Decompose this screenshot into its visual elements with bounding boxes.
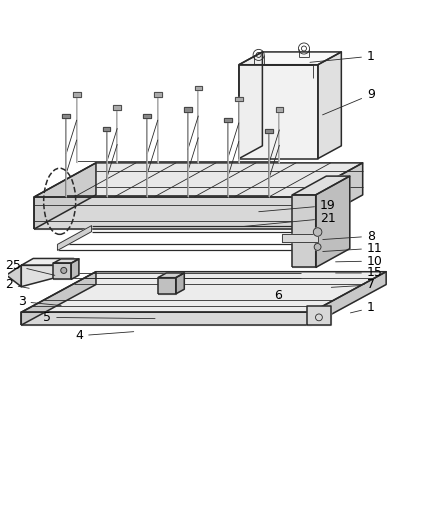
- Polygon shape: [103, 127, 110, 131]
- Polygon shape: [53, 263, 71, 279]
- Circle shape: [313, 228, 322, 236]
- Polygon shape: [158, 273, 184, 278]
- Polygon shape: [71, 259, 79, 279]
- Polygon shape: [21, 259, 74, 265]
- Polygon shape: [113, 105, 121, 110]
- Text: 4: 4: [75, 329, 134, 342]
- Polygon shape: [21, 272, 96, 325]
- Text: 6: 6: [274, 289, 282, 301]
- Polygon shape: [194, 86, 202, 90]
- Text: 19: 19: [259, 199, 336, 212]
- Polygon shape: [311, 272, 386, 325]
- Polygon shape: [21, 265, 62, 287]
- Text: 10: 10: [336, 255, 383, 268]
- Polygon shape: [184, 108, 191, 112]
- Polygon shape: [143, 114, 151, 118]
- Text: 21: 21: [242, 212, 336, 227]
- Polygon shape: [235, 97, 243, 101]
- Polygon shape: [239, 65, 318, 159]
- Text: 1: 1: [350, 301, 375, 315]
- Polygon shape: [154, 92, 162, 97]
- Polygon shape: [34, 197, 301, 229]
- Polygon shape: [239, 52, 341, 65]
- Text: 9: 9: [322, 88, 375, 115]
- Polygon shape: [57, 226, 92, 250]
- Polygon shape: [292, 195, 316, 268]
- Polygon shape: [239, 52, 262, 159]
- Polygon shape: [34, 163, 96, 229]
- Polygon shape: [34, 163, 363, 197]
- Polygon shape: [21, 312, 311, 325]
- Text: 7: 7: [331, 278, 375, 291]
- Text: 5: 5: [43, 311, 155, 324]
- Polygon shape: [316, 176, 350, 268]
- Polygon shape: [21, 272, 386, 312]
- Text: 25: 25: [5, 259, 55, 275]
- Polygon shape: [6, 265, 21, 287]
- Text: 2: 2: [5, 278, 29, 291]
- Polygon shape: [53, 259, 79, 263]
- Circle shape: [314, 243, 321, 250]
- Polygon shape: [73, 92, 81, 97]
- Polygon shape: [62, 114, 70, 118]
- Polygon shape: [307, 306, 331, 325]
- Polygon shape: [292, 176, 350, 195]
- Text: 1: 1: [310, 49, 375, 63]
- Polygon shape: [176, 273, 184, 294]
- Text: 8: 8: [323, 230, 375, 243]
- Circle shape: [61, 268, 67, 273]
- Polygon shape: [276, 108, 283, 112]
- Polygon shape: [301, 163, 363, 229]
- Polygon shape: [224, 118, 232, 122]
- Text: 11: 11: [323, 242, 383, 255]
- Text: 15: 15: [336, 267, 383, 279]
- Text: 3: 3: [18, 295, 61, 308]
- Polygon shape: [158, 278, 176, 294]
- Polygon shape: [265, 129, 272, 133]
- Polygon shape: [282, 234, 318, 242]
- Polygon shape: [318, 52, 341, 159]
